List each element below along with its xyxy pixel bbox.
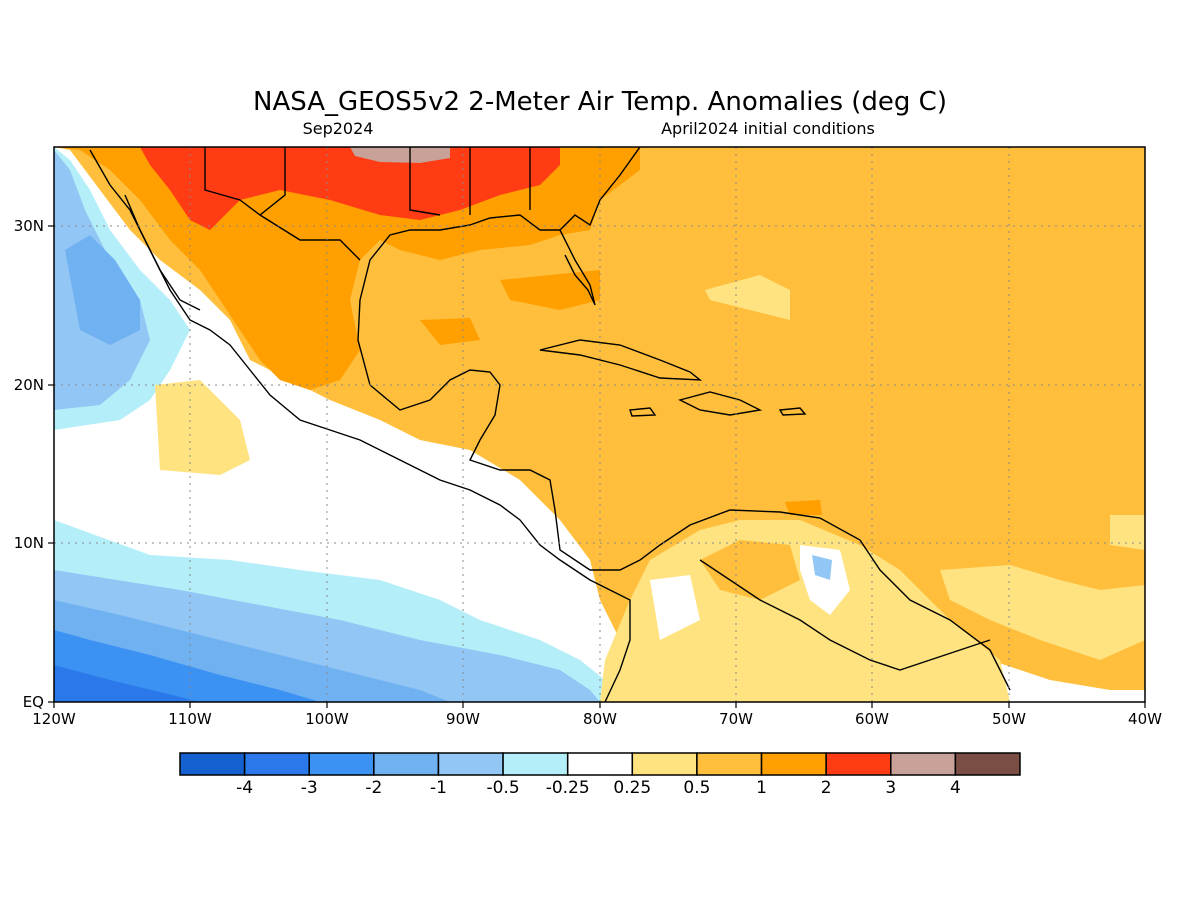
field-neutral-colombia (650, 575, 700, 640)
field-neg-0.5-venezuela (812, 555, 832, 580)
x-tick-label: 90W (446, 710, 480, 728)
colorbar-swatch (437, 752, 504, 776)
x-tick-label: 60W (855, 710, 889, 728)
x-tick-label: 80W (583, 710, 617, 728)
hispaniola (678, 391, 763, 416)
colorbar-swatch (308, 752, 375, 776)
colorbar-label: 4 (950, 778, 961, 798)
y-tick-labels: EQ 10N 20N 30N (14, 217, 44, 711)
gulf-caribbean-coastline (357, 147, 1011, 691)
x-tick-label: 40W (1128, 710, 1162, 728)
colorbar-label: -1 (430, 778, 447, 798)
y-tick-label: 20N (14, 376, 44, 394)
field-2-3 (140, 147, 560, 230)
subtitle-initial-conditions: April2024 initial conditions (661, 119, 875, 138)
us-state-borders (204, 147, 531, 216)
field-neg-3-s (54, 665, 200, 702)
colorbar-swatch (373, 752, 440, 776)
y-tick-label: EQ (23, 693, 44, 711)
coastlines (89, 147, 1011, 702)
puerto-rico (778, 407, 807, 416)
field-neg-1-nw (65, 235, 140, 345)
us-mexico-border (259, 214, 361, 261)
x-tick-label: 100W (305, 710, 349, 728)
colorbar-label: 2 (821, 778, 832, 798)
y-tick-label: 30N (14, 217, 44, 235)
cuba (539, 339, 703, 381)
field-neutral-se (990, 660, 1145, 702)
colorbar-label: -4 (236, 778, 253, 798)
colorbar-swatch (502, 752, 569, 776)
field-1-2-caribbean (785, 500, 822, 515)
x-tick-label: 120W (32, 710, 76, 728)
field-pale-south-america (600, 520, 1010, 702)
baja-coast (124, 194, 201, 311)
field-3-4 (350, 147, 450, 163)
x-tick-label: 110W (168, 710, 212, 728)
colorbar-swatch (825, 752, 892, 776)
colorbar-label: 3 (885, 778, 896, 798)
colorbar-swatch (631, 752, 698, 776)
figure-title: NASA_GEOS5v2 2-Meter Air Temp. Anomalies… (253, 87, 947, 117)
tick-marks (48, 225, 1146, 708)
colorbar-label: 0.5 (683, 778, 710, 798)
gridlines (54, 147, 1145, 702)
colorbar-swatch (696, 752, 763, 776)
colorbar-label: -0.25 (546, 778, 590, 798)
field-neutral-venezuela (800, 545, 850, 615)
colorbar: -4 -3 -2 -1 -0.5 -0.25 0.25 0.5 1 2 3 4 (179, 752, 1021, 798)
colorbar-swatch (566, 752, 634, 776)
y-tick-label: 10N (14, 534, 44, 552)
colorbar-label: -0.5 (486, 778, 519, 798)
field-1-2-gulf (500, 270, 600, 310)
field-warm-patch-pacific (155, 380, 250, 475)
x-tick-label: 70W (719, 710, 753, 728)
field-pale-southeast (940, 565, 1145, 660)
pacific-coastline (89, 149, 631, 702)
colorbar-label: -3 (301, 778, 318, 798)
x-tick-labels: 120W 110W 100W 90W 80W 70W 60W 50W 40W (32, 710, 1162, 728)
subtitle-month: Sep2024 (303, 119, 374, 138)
anomaly-field (54, 147, 1145, 702)
colorbar-label: 1 (756, 778, 767, 798)
florida (559, 229, 596, 306)
field-pale-atlantic (705, 275, 790, 320)
colorbar-swatch (954, 752, 1021, 776)
south-america-borders (699, 559, 991, 671)
colorbar-label: 0.25 (613, 778, 651, 798)
colorbar-swatch (890, 752, 957, 776)
x-tick-label: 50W (992, 710, 1026, 728)
field-1-2-gulf-patch (420, 318, 480, 345)
field-pale-east-patch (1110, 515, 1145, 550)
colorbar-swatch (760, 752, 827, 776)
colorbar-label: -2 (365, 778, 382, 798)
colorbar-swatch (243, 752, 310, 776)
colorbar-swatch (179, 752, 246, 776)
jamaica (629, 407, 657, 417)
field-0.5-1-venezuela (700, 540, 800, 600)
